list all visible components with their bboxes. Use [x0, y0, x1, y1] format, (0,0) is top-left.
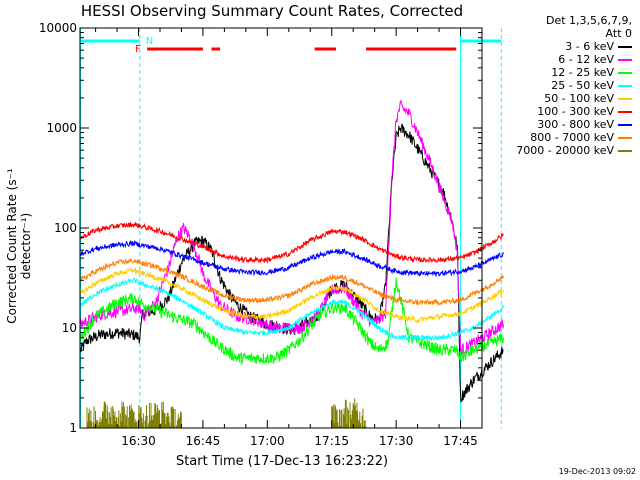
x-axis-label: Start Time (17-Dec-13 16:23:22)	[175, 454, 389, 469]
legend-label-3: 25 - 50 keV	[551, 79, 614, 92]
series-line-3	[80, 277, 504, 342]
series-line-8	[86, 398, 367, 428]
legend-item-4: 50 - 100 keV	[486, 92, 636, 105]
legend-label-4: 50 - 100 keV	[544, 92, 614, 105]
x-tick-label-0: 16:30	[121, 434, 156, 448]
flag-label-f: F	[135, 44, 141, 55]
legend-item-0: 3 - 6 keV	[486, 40, 636, 53]
y-tick-label-0: 1	[69, 421, 77, 435]
y-tick-label-2: 100	[54, 221, 77, 235]
series-line-4	[80, 267, 504, 324]
legend-swatch-3	[618, 84, 632, 87]
legend-swatch-0	[618, 45, 632, 48]
legend-label-5: 100 - 300 keV	[537, 105, 614, 118]
legend-label-6: 300 - 800 keV	[537, 118, 614, 131]
flag-label-n: N	[146, 36, 153, 47]
legend-swatch-4	[618, 97, 632, 100]
legend-swatch-1	[618, 58, 632, 61]
legend: Det 1,3,5,6,7,9, Att 0 3 - 6 keV 6 - 12 k…	[486, 14, 636, 157]
legend-swatch-6	[618, 123, 632, 126]
vertical-markers	[80, 28, 502, 428]
x-tick-label-1: 16:45	[186, 434, 221, 448]
legend-label-0: 3 - 6 keV	[565, 40, 614, 53]
series-group	[80, 99, 504, 428]
legend-label-1: 6 - 12 keV	[558, 53, 614, 66]
legend-swatch-5	[618, 110, 632, 113]
x-tick-label-5: 17:45	[443, 434, 478, 448]
legend-item-3: 25 - 50 keV	[486, 79, 636, 92]
x-tick-label-2: 17:00	[250, 434, 285, 448]
series-line-2	[80, 277, 504, 365]
y-axis-label: Corrected Count Rate (s⁻¹ detector⁻¹)	[5, 168, 33, 324]
legend-swatch-2	[618, 71, 632, 74]
x-tick-label-4: 17:30	[379, 434, 414, 448]
legend-label-8: 7000 - 20000 keV	[516, 144, 614, 157]
legend-label-7: 800 - 7000 keV	[530, 131, 614, 144]
legend-item-7: 800 - 7000 keV	[486, 131, 636, 144]
flag-bars: FN	[80, 36, 502, 55]
legend-item-6: 300 - 800 keV	[486, 118, 636, 131]
y-tick-label-3: 1000	[46, 121, 77, 135]
x-tick-label-3: 17:15	[314, 434, 349, 448]
legend-item-2: 12 - 25 keV	[486, 66, 636, 79]
legend-item-1: 6 - 12 keV	[486, 53, 636, 66]
legend-item-8: 7000 - 20000 keV	[486, 144, 636, 157]
axis-ticks: 16:30 16:45 17:00 17:15 17:30 17:45 1 10 100 1000…	[39, 21, 483, 448]
legend-header-line-2: Att 0	[605, 27, 632, 40]
series-line-7	[80, 257, 504, 306]
series-line-5	[80, 221, 504, 265]
legend-label-2: 12 - 25 keV	[551, 66, 614, 79]
legend-swatch-8	[618, 149, 632, 152]
y-tick-label-4: 10000	[39, 21, 77, 35]
series-line-1	[80, 99, 504, 356]
series-line-6	[80, 239, 504, 278]
legend-swatch-7	[618, 136, 632, 139]
legend-header-line-1: Det 1,3,5,6,7,9,	[545, 14, 632, 27]
legend-item-5: 100 - 300 keV	[486, 105, 636, 118]
timestamp: 19-Dec-2013 09:02	[558, 467, 636, 476]
y-tick-label-1: 10	[62, 321, 77, 335]
chart-title: HESSI Observing Summary Count Rates, Cor…	[80, 2, 464, 20]
